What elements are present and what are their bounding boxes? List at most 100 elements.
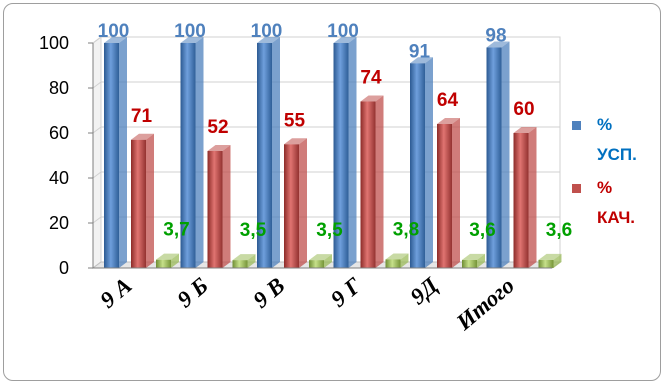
y-tick-label: 40: [49, 168, 69, 188]
x-tick-label: 9 В: [248, 273, 289, 313]
gridline-depth: [92, 171, 102, 179]
bar: [333, 37, 357, 268]
bar-front: [207, 151, 223, 268]
x-tick-label: 9Д: [406, 272, 444, 309]
data-label: 3,5: [240, 220, 267, 241]
bar-side: [425, 57, 433, 268]
data-label: 3,7: [163, 220, 189, 241]
data-label: 55: [284, 110, 306, 131]
bar-front: [156, 259, 171, 268]
bar-front: [309, 260, 324, 268]
y-tick-label: 80: [49, 78, 69, 98]
y-tick-label: 20: [49, 213, 69, 233]
x-tick-label: 9 Б: [172, 273, 212, 313]
bar-side: [299, 138, 307, 268]
bar-side: [146, 133, 154, 268]
gridline-depth: [92, 126, 102, 134]
gridline-depth: [92, 216, 102, 224]
bar: [131, 133, 154, 268]
bar: [156, 253, 179, 268]
legend-swatch: [572, 184, 581, 193]
bar-front: [385, 259, 401, 268]
data-label: 100: [251, 21, 283, 42]
bar-front: [410, 63, 425, 268]
data-label: 71: [131, 106, 153, 127]
data-label: 100: [327, 21, 359, 42]
data-label: 74: [360, 68, 382, 89]
data-label: 91: [409, 41, 431, 62]
bar-front: [257, 43, 272, 268]
bar-top: [309, 254, 332, 261]
bar-side: [324, 254, 332, 268]
bar-top: [232, 254, 256, 261]
bar: [410, 57, 433, 268]
x-tick-label: 9 Г: [326, 273, 366, 312]
bar-front: [284, 144, 299, 268]
legend: % УСП.% КАЧ.: [572, 115, 637, 227]
legend-label: КАЧ.: [597, 208, 635, 227]
bar: [486, 41, 510, 268]
bar-side: [348, 37, 357, 268]
bar-side: [195, 37, 204, 268]
bar: [257, 37, 280, 268]
legend-swatch: [572, 121, 581, 130]
bar-side: [119, 37, 127, 268]
bar-front: [104, 43, 119, 268]
bar-front: [333, 43, 349, 268]
bar: [309, 254, 332, 268]
data-label: 52: [207, 117, 228, 138]
bar: [180, 37, 204, 268]
bar-front: [513, 133, 529, 268]
data-label: 3,6: [469, 220, 495, 241]
bar-top: [437, 118, 460, 124]
bar-front: [131, 139, 146, 268]
bars: [104, 37, 562, 268]
bar: [284, 138, 307, 268]
bar-top: [104, 37, 127, 43]
bar: [538, 253, 562, 268]
bar-side: [375, 95, 384, 268]
data-label: 3,6: [546, 220, 572, 241]
bar: [462, 253, 485, 268]
bar-side: [247, 254, 256, 268]
bar-front: [360, 101, 376, 268]
bar-top: [410, 57, 433, 64]
bar-top: [257, 37, 280, 43]
bar-top: [486, 41, 510, 48]
data-label: 100: [174, 21, 206, 42]
bar-side: [477, 253, 485, 268]
bar: [513, 127, 537, 268]
legend-label: %: [597, 115, 612, 134]
bar-side: [452, 118, 460, 268]
bar-side: [272, 37, 280, 268]
bar-front: [180, 43, 196, 268]
y-axis: 0 20 40 60 80 100: [39, 33, 94, 278]
bar-side: [553, 253, 562, 268]
bar: [385, 253, 409, 268]
x-tick-label: Итого: [451, 273, 519, 336]
bar-top: [462, 253, 485, 260]
bar-top: [513, 127, 537, 133]
gridline-depth: [92, 81, 102, 89]
bar: [104, 37, 127, 268]
bar-top: [538, 253, 562, 260]
bar: [232, 254, 256, 268]
y-tick-label: 60: [49, 123, 69, 143]
side-wall: [92, 36, 102, 269]
bar: [360, 95, 384, 268]
bar-front: [486, 47, 502, 268]
gridlines: [92, 36, 560, 224]
bar-front: [437, 124, 452, 268]
bar-top: [207, 145, 231, 151]
legend-label: УСП.: [597, 145, 637, 164]
gridline-depth: [92, 36, 102, 44]
bar-top: [180, 37, 204, 43]
x-tick-label: 9 А: [95, 273, 136, 313]
bar: [437, 118, 460, 268]
data-label: 3,8: [393, 219, 419, 240]
bar-top: [360, 95, 384, 102]
bar-side: [171, 253, 179, 268]
data-label: 64: [437, 90, 459, 111]
bar-top: [131, 133, 154, 140]
